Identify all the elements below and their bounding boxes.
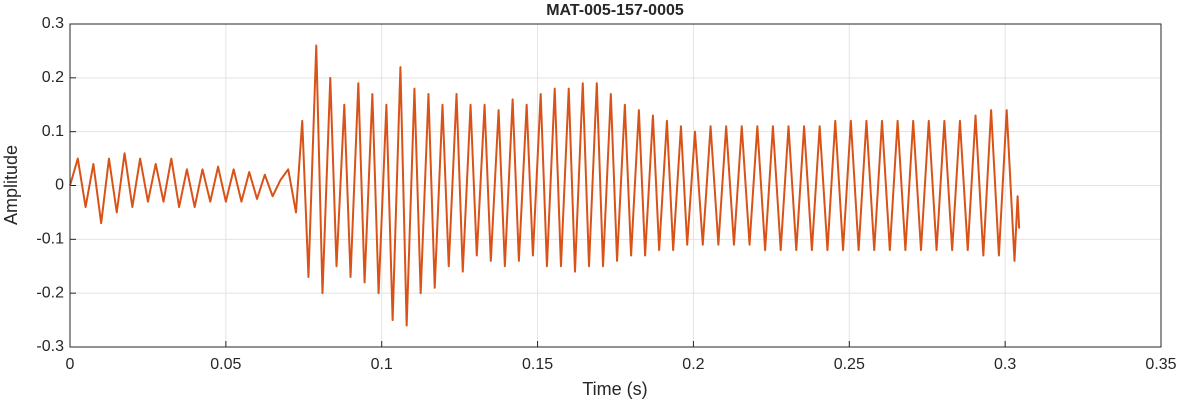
y-tick-label: 0.1 [42,123,64,140]
x-tick-label: 0.1 [371,356,393,373]
y-tick-label: 0 [55,177,64,194]
x-tick-label: 0 [66,356,75,373]
y-tick-label: -0.1 [36,231,64,248]
x-tick-label: 0.25 [834,356,865,373]
x-tick-label: 0.3 [994,356,1016,373]
x-tick-label: 0.05 [210,356,241,373]
y-tick-label: -0.2 [36,284,64,301]
y-tick-label: -0.3 [36,338,64,355]
axes-box [69,23,1162,348]
x-tick-label: 0.15 [522,356,553,373]
x-tick-label: 0.35 [1145,356,1176,373]
x-axis-label: Time (s) [582,379,647,399]
y-tick-label: 0.2 [42,69,64,86]
x-tick-label: 0.2 [682,356,704,373]
chart-title: MAT-005-157-0005 [546,2,684,19]
y-axis-label: Amplitude [1,145,21,225]
y-tick-label: 0.3 [42,15,64,32]
waveform-line [69,44,1021,327]
